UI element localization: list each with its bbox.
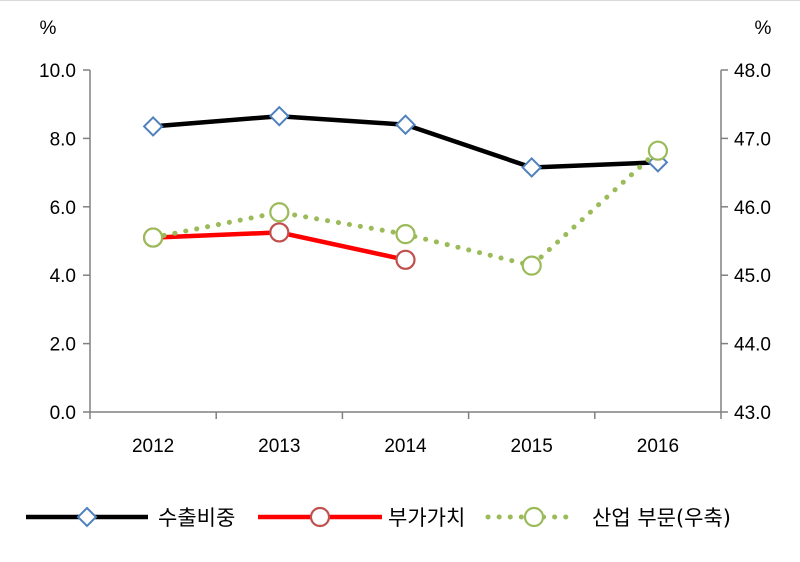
data-point <box>647 140 669 161</box>
data-point <box>143 227 164 248</box>
right-tick-label: 44.0 <box>734 335 771 356</box>
x-tick-label: 2016 <box>637 436 679 457</box>
series-2 <box>143 140 669 276</box>
data-point <box>142 116 164 137</box>
right-axis-unit: % <box>755 18 772 39</box>
right-tick-label: 46.0 <box>734 198 771 219</box>
x-tick-label: 2013 <box>258 436 300 457</box>
right-tick-label: 43.0 <box>734 403 771 424</box>
left-tick-label: 0.0 <box>50 403 76 424</box>
series-layer <box>142 105 669 276</box>
left-tick-label: 8.0 <box>50 129 76 150</box>
data-point <box>395 249 416 270</box>
data-point <box>521 157 543 178</box>
legend-item: 수출비중 <box>26 506 235 530</box>
right-tick-label: 48.0 <box>734 61 771 82</box>
series-line <box>150 148 661 269</box>
legend-marker <box>309 506 331 528</box>
data-point <box>269 222 290 243</box>
legend: 수출비중 부가가치 산업 부문(우축) <box>26 506 731 530</box>
x-tick-label: 2014 <box>384 436 427 457</box>
left-tick-label: 2.0 <box>50 335 76 356</box>
legend-marker <box>523 506 545 528</box>
left-axis-unit: % <box>40 18 57 39</box>
legend-item: 산업 부문(우축) <box>485 506 731 530</box>
right-tick-label: 47.0 <box>734 129 771 150</box>
data-point <box>395 224 416 245</box>
left-tick-label: 6.0 <box>50 198 76 219</box>
legend-marker <box>76 506 98 528</box>
legend-label: 부가가치 <box>388 506 465 530</box>
legend-label: 수출비중 <box>158 506 235 530</box>
legend-item: 부가가치 <box>258 506 465 530</box>
left-tick-label: 4.0 <box>50 266 76 287</box>
series-0 <box>142 105 669 178</box>
data-point <box>268 105 290 127</box>
x-tick-label: 2015 <box>511 436 553 457</box>
data-point <box>269 202 290 223</box>
data-point <box>395 114 416 136</box>
left-tick-label: 10.0 <box>39 61 76 82</box>
legend-label: 산업 부문(우축) <box>592 506 731 530</box>
x-tick-label: 2012 <box>132 436 174 457</box>
right-tick-label: 45.0 <box>734 266 771 287</box>
axes: 0.0 2.0 4.0 6.0 8.0 10.0 43.0 44.0 45.0 46.0 47.0 4… <box>39 18 772 457</box>
data-point <box>521 255 542 276</box>
